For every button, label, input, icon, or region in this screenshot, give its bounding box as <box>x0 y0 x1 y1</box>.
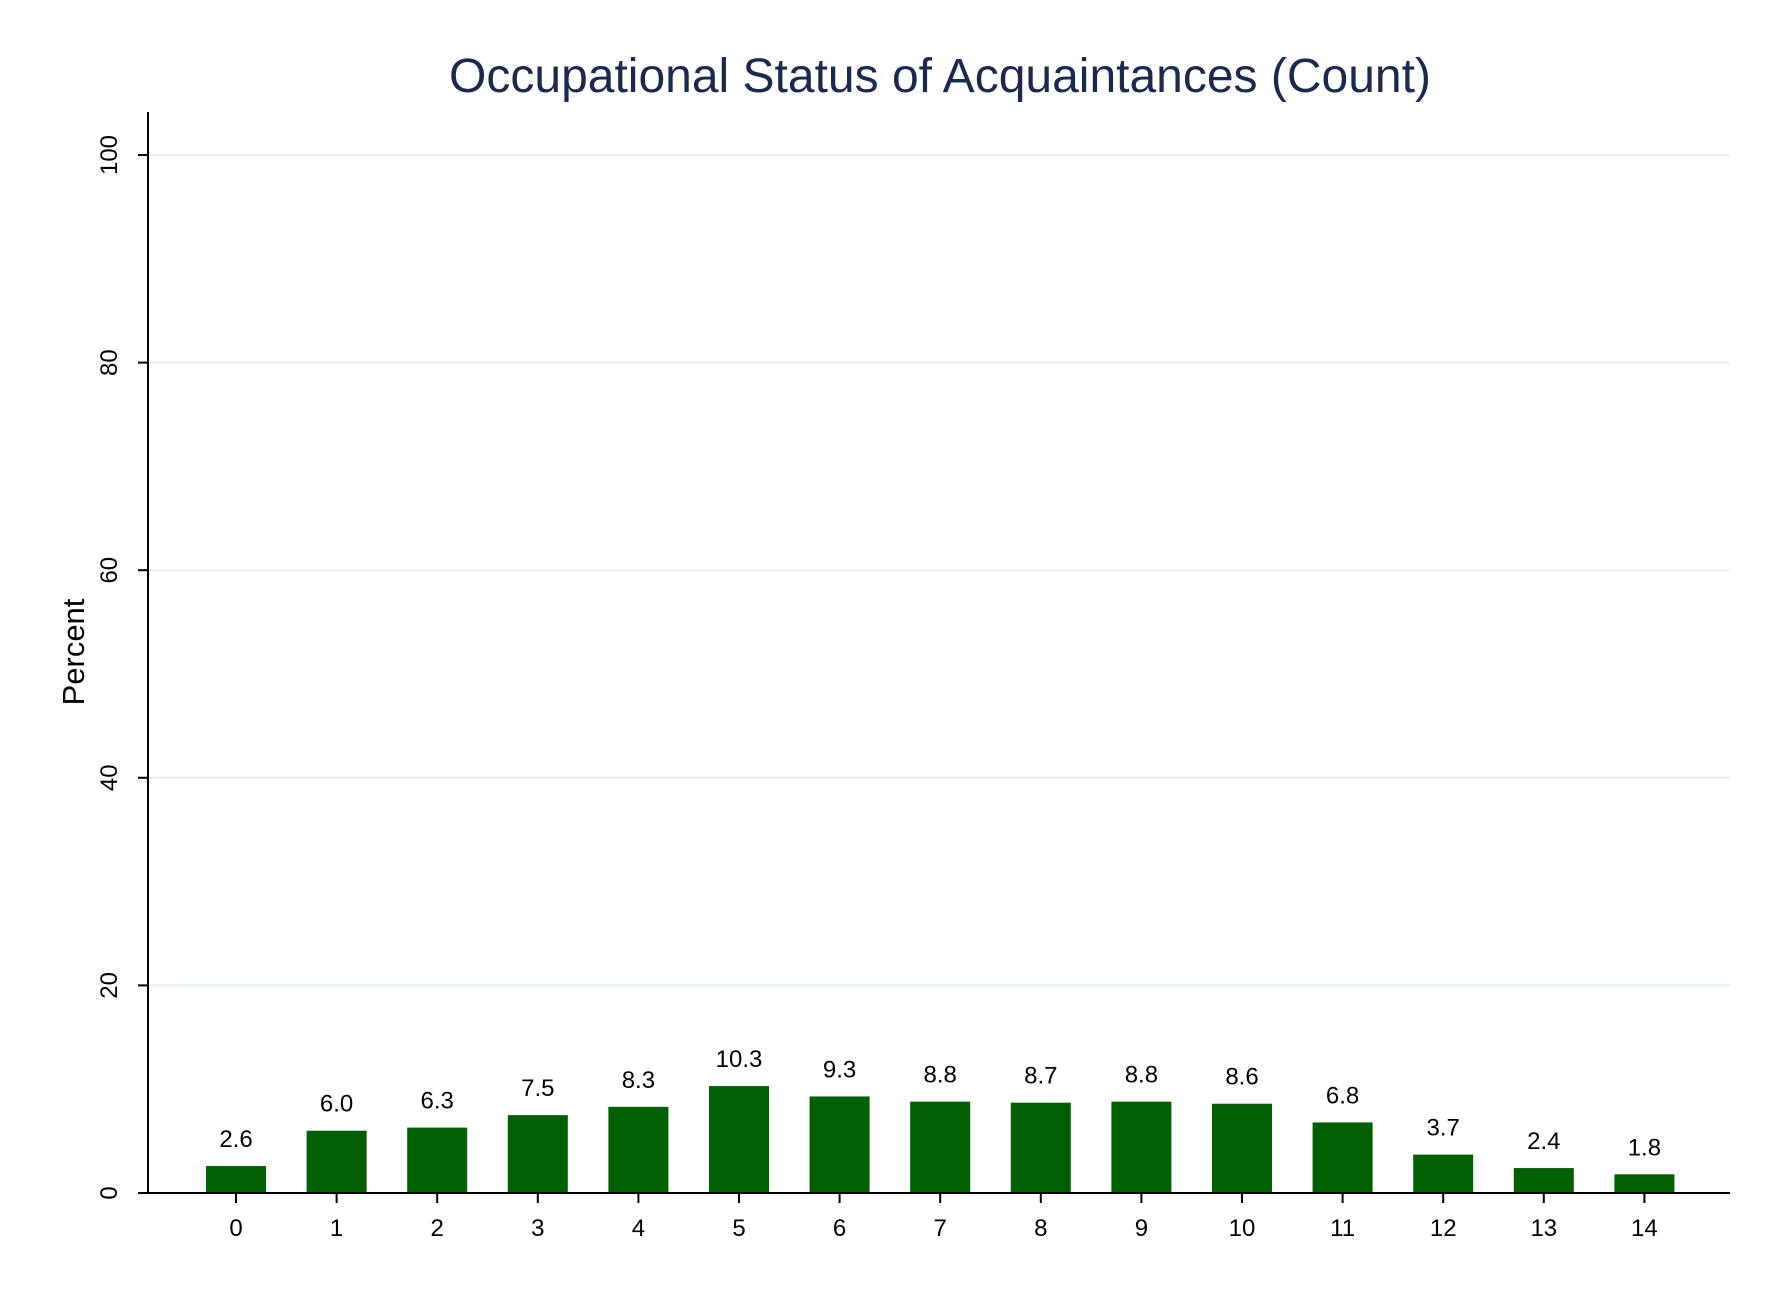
bar <box>910 1101 971 1193</box>
bar <box>507 1115 568 1193</box>
bar <box>206 1166 266 1193</box>
x-tick-label: 6 <box>833 1215 846 1242</box>
bar <box>1212 1103 1272 1193</box>
axes <box>138 112 1730 1203</box>
x-tick-label: 2 <box>431 1215 444 1242</box>
bar <box>1413 1154 1474 1193</box>
bar <box>407 1127 468 1193</box>
bar <box>1312 1122 1373 1193</box>
y-tick-label: 40 <box>96 764 123 791</box>
bar <box>306 1130 367 1193</box>
y-tick-label: 0 <box>96 1186 123 1199</box>
bar <box>809 1096 870 1193</box>
y-tick-label: 100 <box>96 135 123 175</box>
y-axis-label: Percent <box>56 598 91 705</box>
data-label: 8.6 <box>1225 1064 1258 1091</box>
data-label: 6.3 <box>421 1088 454 1115</box>
x-tick-label: 8 <box>1034 1215 1047 1242</box>
bar <box>1614 1174 1675 1193</box>
x-tick-label: 12 <box>1430 1215 1457 1242</box>
x-tick-label: 5 <box>732 1215 745 1242</box>
data-label: 1.8 <box>1628 1134 1661 1161</box>
y-tick-labels: 0 20 40 60 80 100 <box>96 135 123 1200</box>
x-tick-label: 4 <box>632 1215 645 1242</box>
data-label: 10.3 <box>716 1046 763 1073</box>
y-tick-label: 60 <box>96 557 123 584</box>
x-tick-label: 10 <box>1229 1215 1256 1242</box>
data-label: 8.8 <box>1125 1062 1158 1089</box>
bar <box>1111 1101 1172 1193</box>
bar <box>1513 1168 1574 1193</box>
data-label: 2.4 <box>1527 1128 1560 1155</box>
x-tick-label: 0 <box>229 1215 242 1242</box>
bar <box>608 1106 669 1193</box>
data-label: 7.5 <box>521 1075 554 1102</box>
y-tick-label: 20 <box>96 972 123 999</box>
data-label: 6.8 <box>1326 1082 1359 1109</box>
x-tick-label: 1 <box>330 1215 343 1242</box>
bars <box>206 1086 1675 1193</box>
x-tick-label: 11 <box>1330 1215 1355 1242</box>
x-tick-label: 9 <box>1135 1215 1148 1242</box>
x-tick-label: 14 <box>1631 1215 1658 1242</box>
data-label: 8.8 <box>924 1062 957 1089</box>
data-label: 6.0 <box>320 1091 353 1118</box>
y-tick-label: 80 <box>96 349 123 376</box>
data-label: 8.7 <box>1024 1063 1057 1090</box>
data-label: 3.7 <box>1427 1115 1460 1142</box>
x-tick-labels: 0 1 2 3 4 5 6 7 8 9 10 11 12 13 14 <box>229 1215 1657 1242</box>
chart-title: Occupational Status of Acquaintances (Co… <box>449 50 1431 103</box>
x-tick-label: 13 <box>1530 1215 1557 1242</box>
data-labels: 2.6 6.0 6.3 7.5 8.3 10.3 9.3 8.8 8.7 8.8 8.6 6.8 3.7… <box>219 1046 1661 1161</box>
x-tick-label: 3 <box>531 1215 544 1242</box>
data-label: 2.6 <box>219 1126 252 1153</box>
gridlines <box>148 154 1730 987</box>
bar <box>1010 1102 1071 1193</box>
data-label: 8.3 <box>622 1067 655 1094</box>
x-tick-label: 7 <box>934 1215 947 1242</box>
bar <box>709 1086 769 1193</box>
data-label: 9.3 <box>823 1056 856 1083</box>
